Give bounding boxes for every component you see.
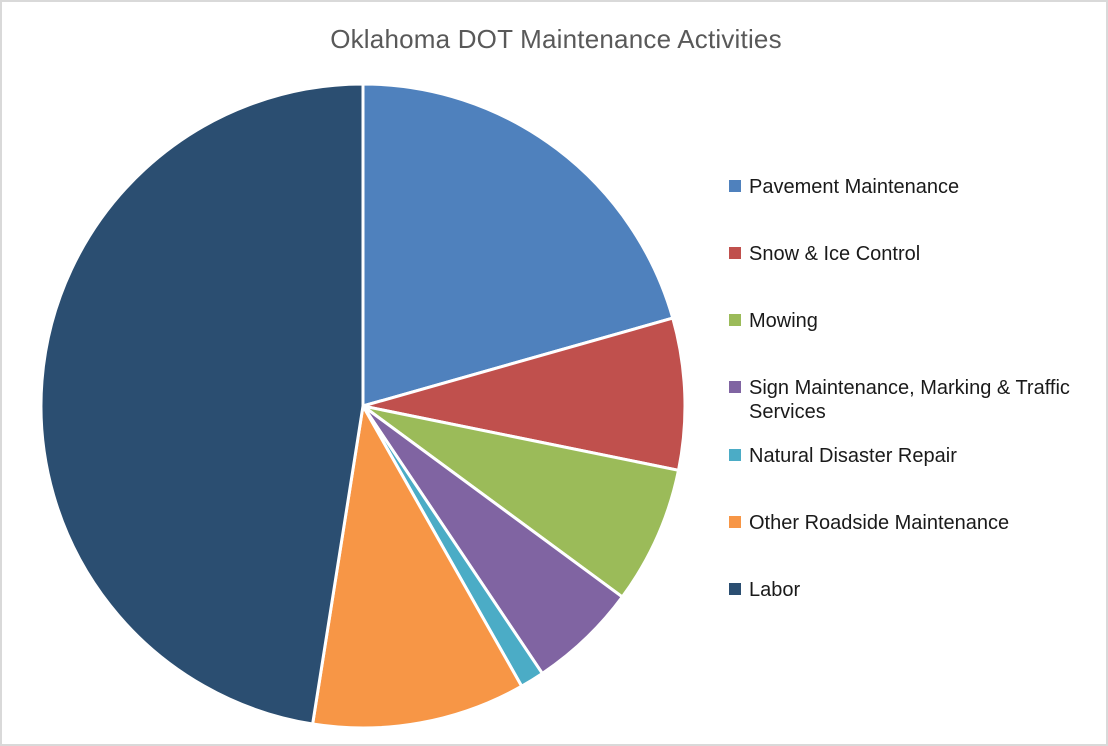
legend-label: Pavement Maintenance — [749, 176, 960, 198]
legend-marker-pavement-maintenance-icon — [729, 180, 741, 192]
chart-title: Oklahoma DOT Maintenance Activities — [330, 24, 782, 54]
legend-marker-mowing-icon — [729, 314, 741, 326]
legend-label: Labor — [749, 579, 801, 601]
pie-slice-other-roadside-maintenance — [311, 404, 524, 730]
pie-slice-pavement-maintenance — [361, 82, 675, 408]
chart-legend: Pavement Maintenance Snow & Ice Control … — [729, 2, 1099, 744]
legend-marker-sign-maintenance-icon — [729, 381, 741, 393]
legend-item-mowing: Mowing — [729, 309, 1097, 333]
legend-marker-other-roadside-maintenance-icon — [729, 516, 741, 528]
legend-label: Snow & Ice Control — [749, 243, 921, 265]
legend-marker-snow-ice-control-icon — [729, 247, 741, 259]
legend-item-sign-maintenance-marking-traffic-services: Sign Maintenance, Marking & Traffic Serv… — [729, 376, 1097, 424]
legend-label: Other Roadside Maintenance — [749, 512, 1010, 534]
legend-item-labor: Labor — [729, 578, 1097, 602]
legend-item-natural-disaster-repair: Natural Disaster Repair — [729, 444, 1097, 468]
legend-marker-labor-icon — [729, 583, 741, 595]
legend-item-pavement-maintenance: Pavement Maintenance — [729, 175, 1097, 199]
legend-label: Sign Maintenance, Marking & Traffic Serv… — [749, 377, 1070, 423]
legend-item-other-roadside-maintenance: Other Roadside Maintenance — [729, 511, 1097, 535]
legend-item-snow-ice-control: Snow & Ice Control — [729, 242, 1097, 266]
pie-slice-snow-ice-control — [361, 316, 687, 472]
legend-label: Natural Disaster Repair — [749, 445, 957, 467]
legend-marker-natural-disaster-repair-icon — [729, 449, 741, 461]
legend-label: Mowing — [749, 310, 818, 332]
pie-slice-mowing — [361, 404, 681, 599]
pie-slice-labor — [39, 82, 365, 726]
